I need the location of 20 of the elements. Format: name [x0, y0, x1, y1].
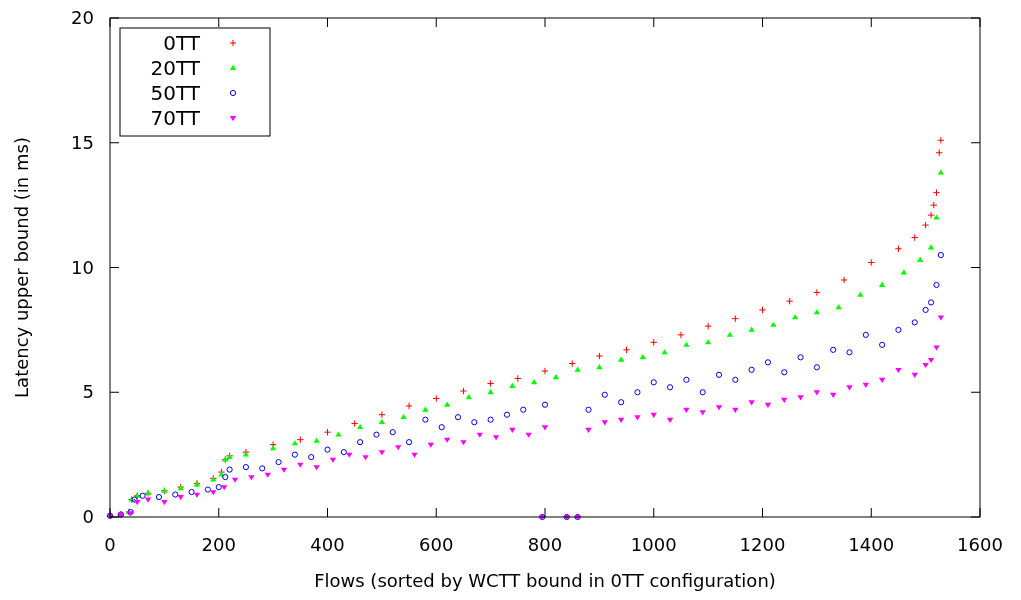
legend-label: 50TT: [150, 81, 201, 105]
x-tick-label: 200: [201, 534, 236, 555]
x-tick-label: 0: [104, 534, 116, 555]
y-tick-label: 5: [82, 381, 94, 403]
legend-label: 70TT: [150, 106, 201, 130]
y-axis-title: Latency upper bound (in ms): [11, 137, 32, 398]
legend-label: 20TT: [150, 56, 201, 80]
legend-label: 0TT: [163, 31, 201, 55]
x-tick-label: 400: [310, 534, 345, 555]
x-tick-label: 1200: [739, 534, 786, 555]
x-axis-title: Flows (sorted by WCTT bound in 0TT configuration): [314, 570, 776, 591]
y-tick-label: 20: [71, 7, 94, 28]
x-tick-label: 800: [527, 534, 563, 555]
y-tick-label: 15: [71, 131, 94, 153]
x-tick-label: 1600: [957, 534, 1003, 555]
x-tick-label: 600: [419, 534, 454, 555]
y-tick-label: 0: [82, 506, 94, 527]
x-tick-label: 1000: [630, 534, 677, 555]
x-tick-label: 1400: [848, 534, 895, 555]
y-tick-label: 10: [71, 256, 94, 278]
